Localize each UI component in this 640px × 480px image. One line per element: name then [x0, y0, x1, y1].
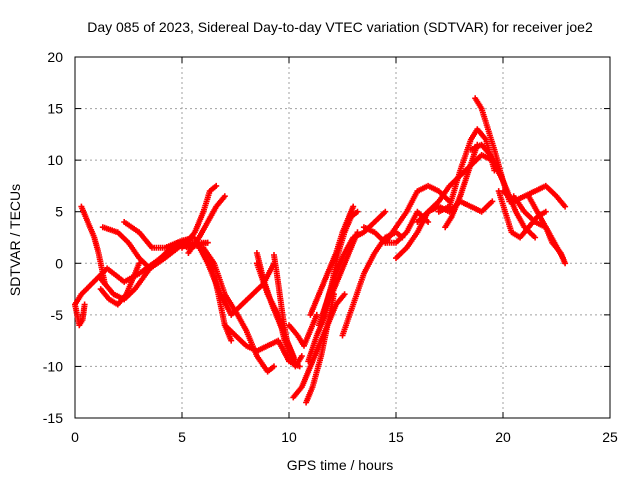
series-sat-13 [221, 322, 303, 370]
x-tick-label: 0 [71, 429, 79, 445]
series-sat-9 [185, 193, 228, 256]
series-sat-3 [78, 203, 108, 287]
chart-title: Day 085 of 2023, Sidereal Day-to-day VTE… [87, 19, 593, 35]
series-sat-23 [307, 203, 357, 318]
y-tick-label: -5 [51, 307, 64, 323]
series-sat-8 [179, 182, 220, 251]
series-sat-20 [305, 229, 361, 365]
x-tick-label: 10 [281, 429, 297, 445]
data-points [72, 95, 569, 406]
series-sat-19 [303, 291, 337, 406]
x-tick-label: 5 [178, 429, 186, 445]
y-tick-label: 5 [55, 204, 63, 220]
y-tick-label: 15 [47, 101, 63, 117]
x-tick-label: 15 [388, 429, 404, 445]
series-sat-18 [290, 291, 348, 401]
plot-frame [74, 56, 611, 419]
y-tick-label: 20 [47, 49, 63, 65]
grid-lines [75, 57, 610, 418]
y-axis-label: SDTVAR / TECUs [7, 184, 23, 296]
y-tick-label: -10 [43, 358, 63, 374]
axis-ticks: 0 5 10 15 20 25 -15 -10 -5 0 5 10 15 20 [43, 49, 618, 445]
series-sat-5 [97, 260, 143, 308]
x-axis-label: GPS time / hours [287, 457, 394, 473]
x-tick-label: 20 [495, 429, 511, 445]
series-sat-32 [467, 141, 539, 241]
y-tick-label: 0 [55, 255, 63, 271]
series-sat-30 [442, 141, 481, 231]
y-tick-label: 10 [47, 152, 63, 168]
y-tick-label: -15 [43, 410, 63, 426]
series-sat-17 [286, 311, 320, 349]
series-sat-36 [525, 193, 569, 267]
x-tick-label: 25 [602, 429, 618, 445]
series-sat-16 [271, 252, 297, 360]
